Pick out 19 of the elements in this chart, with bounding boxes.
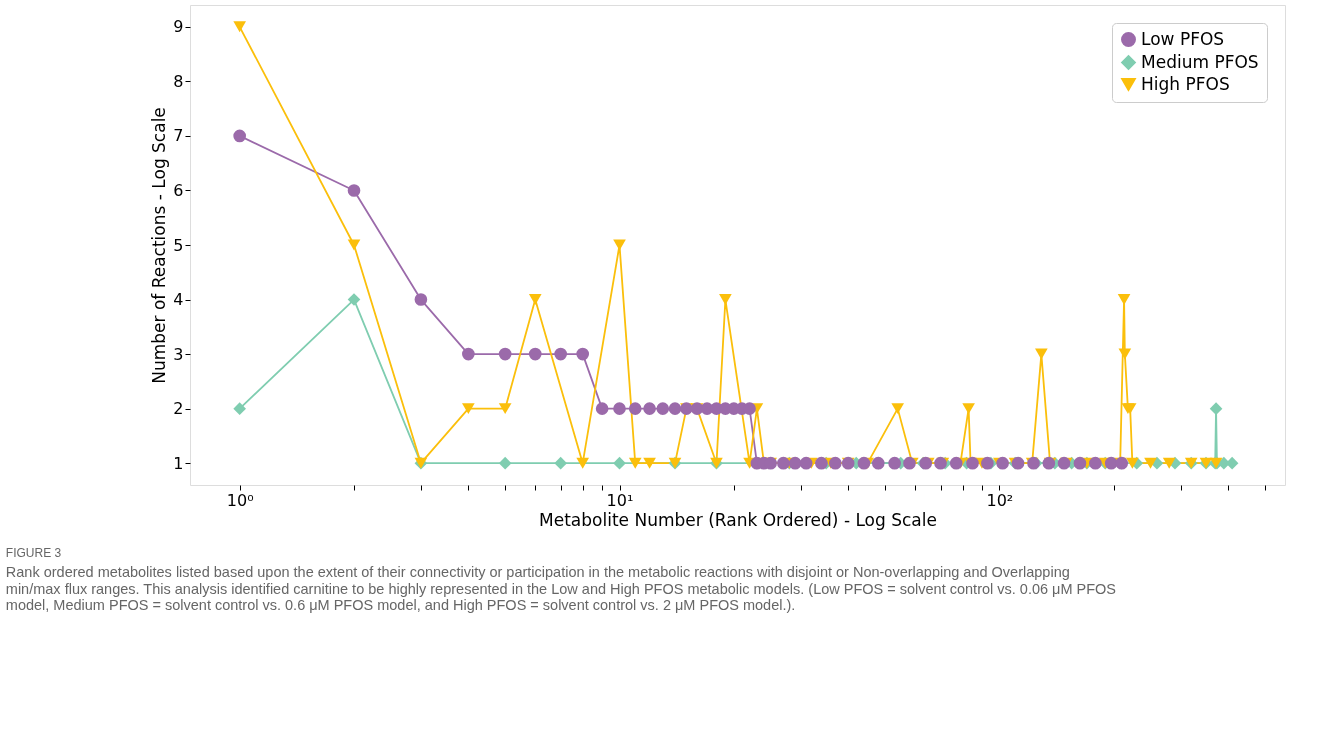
y-tick-label: 5 xyxy=(173,235,184,255)
y-axis-title: Number of Reactions - Log Scale xyxy=(149,107,170,384)
y-tick-label: 7 xyxy=(173,126,184,146)
x-tick-label: 10¹ xyxy=(606,490,634,510)
caption: FIGURE 3 xyxy=(5,546,62,560)
x-tick-label: 10⁰ xyxy=(226,490,254,510)
x-axis-title: Metabolite Number (Rank Ordered) - Log Scale xyxy=(539,509,937,530)
y-tick-label: 1 xyxy=(173,453,184,473)
y-tick-label: 6 xyxy=(173,180,184,200)
legend-label: High PFOS xyxy=(1141,73,1230,94)
x-tick-label: 10² xyxy=(986,490,1014,510)
y-tick-label: 9 xyxy=(173,17,184,37)
legend-label: Medium PFOS xyxy=(1141,51,1259,72)
y-tick-label: 8 xyxy=(173,71,184,91)
y-tick-label: 3 xyxy=(173,344,184,364)
y-tick-label: 2 xyxy=(173,399,184,419)
y-tick-label: 4 xyxy=(173,290,184,310)
text: Rank ordered metabolites listed based upon the extent of their connectivity or participation in the metabolic reactions with disjoint or Non-overlapping and Overlapping min/max flux ranges. This analysis identified carnitine to be highly represented in the Low and High PFOS metabolic models. (Low PFOS = solvent control vs. 0.06 μM PFOS model, Medium PFOS = solvent control vs. 0.6 μM PFOS model, and High PFOS = solvent control vs. 2 μM PFOS model.). xyxy=(5,564,1117,613)
legend-label: Low PFOS xyxy=(1141,28,1225,49)
